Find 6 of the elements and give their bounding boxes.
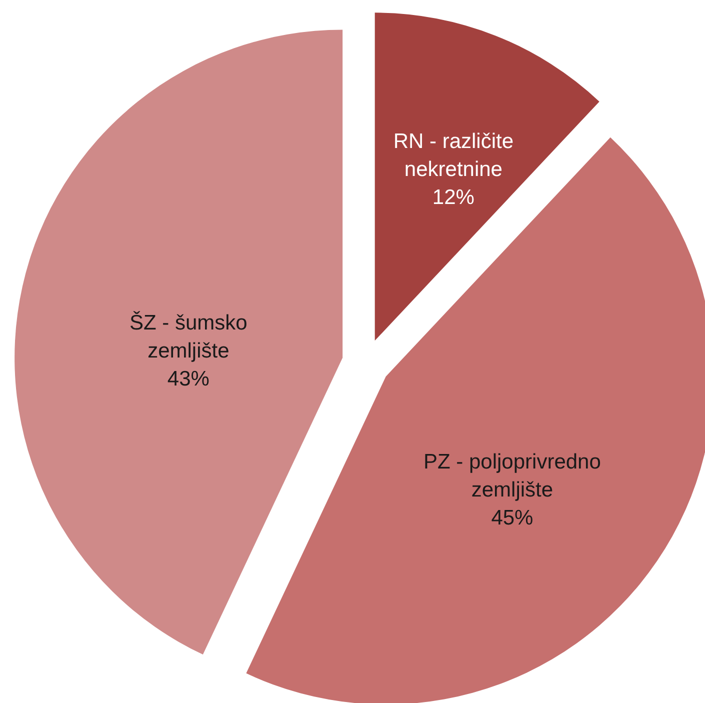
data-label: 43% [167,367,210,390]
data-label: 45% [491,506,534,530]
slice-label: PZ - poljoprivredno zemljište [423,450,601,502]
slice-label: ŠZ - šumsko zemljište [129,310,248,362]
slice-label: RN - različite nekretnine [393,130,514,182]
data-label: 12% [432,186,474,210]
